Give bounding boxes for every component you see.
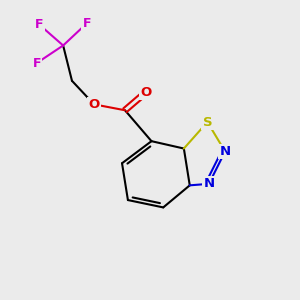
Text: F: F xyxy=(35,18,44,32)
Text: O: O xyxy=(140,86,151,99)
Text: N: N xyxy=(203,177,214,190)
Text: F: F xyxy=(82,17,91,30)
Text: S: S xyxy=(202,116,212,128)
Text: O: O xyxy=(88,98,100,111)
Text: N: N xyxy=(220,145,231,158)
Text: F: F xyxy=(32,57,41,70)
